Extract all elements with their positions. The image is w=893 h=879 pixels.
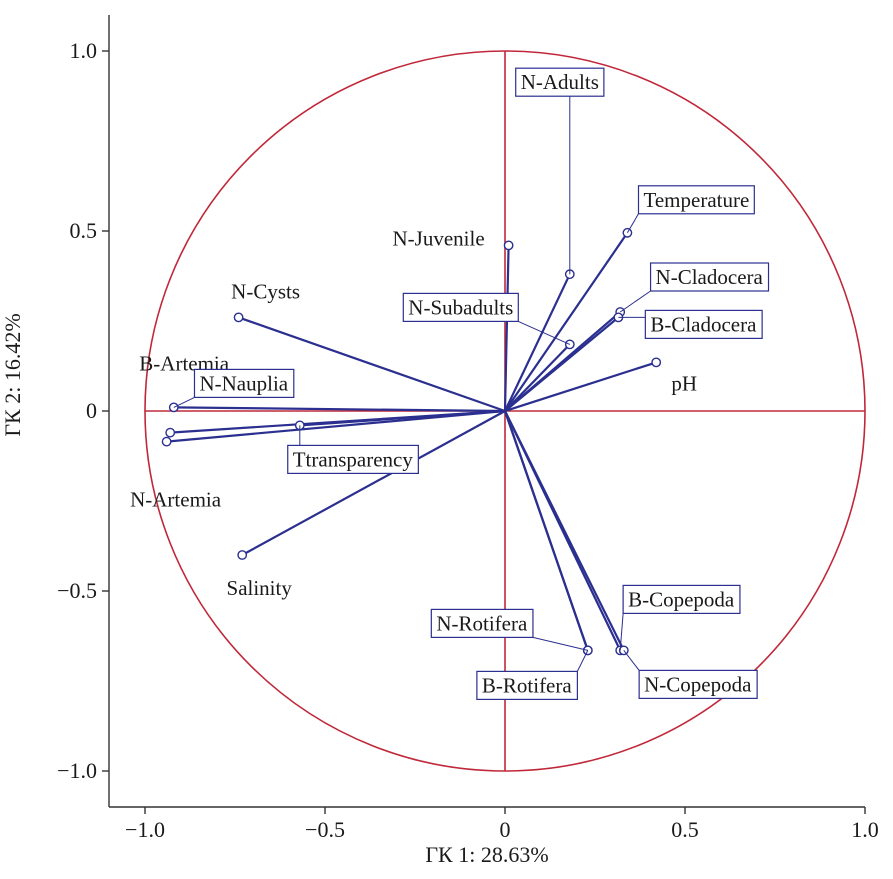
label-box-n-nauplia xyxy=(193,368,295,398)
leader-n-cladocera xyxy=(619,290,651,313)
label-n-subadults: N-Subadults xyxy=(408,295,513,319)
label-b-rotifera: B-Rotifera xyxy=(482,673,572,697)
label-b-copepoda: B-Copepoda xyxy=(628,587,735,611)
leader-b-rotifera xyxy=(576,650,589,672)
label-n-cladocera: N-Cladocera xyxy=(656,265,764,289)
label-n-rotifera: N-Rotifera xyxy=(436,611,528,635)
y-tick-label: −1.0 xyxy=(57,758,97,783)
label-box-temperature xyxy=(637,185,755,215)
y-tick-label: 1.0 xyxy=(70,38,98,63)
vector-n-copepoda xyxy=(504,410,625,651)
vector-temperature xyxy=(504,232,629,412)
leader-n-rotifera xyxy=(532,636,588,651)
x-tick-label: −1.0 xyxy=(125,817,165,842)
vector-n-artemia xyxy=(166,409,506,443)
label-box-n-rotifera xyxy=(430,608,534,639)
leader-n-subadults xyxy=(518,320,571,345)
label-ph: pH xyxy=(671,371,697,395)
label-box-b-copepoda xyxy=(622,584,741,615)
point-b-artemia xyxy=(165,427,176,438)
vector-salinity xyxy=(241,410,506,556)
point-n-juvenile xyxy=(503,240,514,251)
y-tick-label: 0.5 xyxy=(70,218,98,243)
label-n-adults: N-Adults xyxy=(521,70,599,94)
vector-b-rotifera xyxy=(503,410,589,651)
vector-n-adults xyxy=(504,273,571,412)
y-axis-title: ГК 2: 16.42% xyxy=(0,313,25,436)
point-n-cysts xyxy=(233,312,244,323)
label-box-n-adults xyxy=(515,67,605,97)
vector-b-cladocera xyxy=(504,316,620,412)
label-n-juvenile: N-Juvenile xyxy=(393,226,485,250)
y-tick-label: −0.5 xyxy=(57,578,97,603)
leader-n-copepoda xyxy=(623,650,640,671)
label-box-ttransparency xyxy=(287,444,419,474)
label-salinity: Salinity xyxy=(227,576,293,600)
label-temperature: Temperature xyxy=(643,188,749,212)
vector-ph xyxy=(504,361,657,413)
label-ttransparency: Ttransparency xyxy=(293,447,414,471)
x-tick-label: 1.0 xyxy=(851,817,879,842)
x-axis-title: ГК 1: 28.63% xyxy=(425,842,548,867)
x-tick-label: −0.5 xyxy=(305,817,345,842)
x-tick-label: 0 xyxy=(500,817,511,842)
label-box-n-copepoda xyxy=(638,669,758,700)
vector-n-subadults xyxy=(504,343,571,412)
x-tick-label: 0.5 xyxy=(671,817,699,842)
vector-n-cysts xyxy=(238,316,506,413)
leader-temperature xyxy=(626,213,639,234)
label-n-copepoda: N-Copepoda xyxy=(644,672,752,696)
vector-n-nauplia xyxy=(173,406,506,413)
vector-n-juvenile xyxy=(503,245,510,412)
label-b-cladocera: B-Cladocera xyxy=(650,312,757,336)
label-n-nauplia: N-Nauplia xyxy=(199,371,288,395)
label-box-n-subadults xyxy=(402,292,519,322)
point-n-artemia xyxy=(161,436,172,447)
y-tick-label: 0 xyxy=(86,398,97,423)
point-ph xyxy=(651,357,662,368)
vector-ttransparency xyxy=(299,409,506,427)
leader-n-nauplia xyxy=(173,396,195,408)
leader-b-copepoda xyxy=(619,613,624,651)
point-salinity xyxy=(237,550,248,560)
label-box-b-rotifera xyxy=(476,670,578,701)
label-box-b-cladocera xyxy=(644,309,763,339)
label-n-cysts: N-Cysts xyxy=(231,279,300,303)
label-box-n-cladocera xyxy=(649,262,770,292)
label-n-artemia: N-Artemia xyxy=(130,488,222,512)
